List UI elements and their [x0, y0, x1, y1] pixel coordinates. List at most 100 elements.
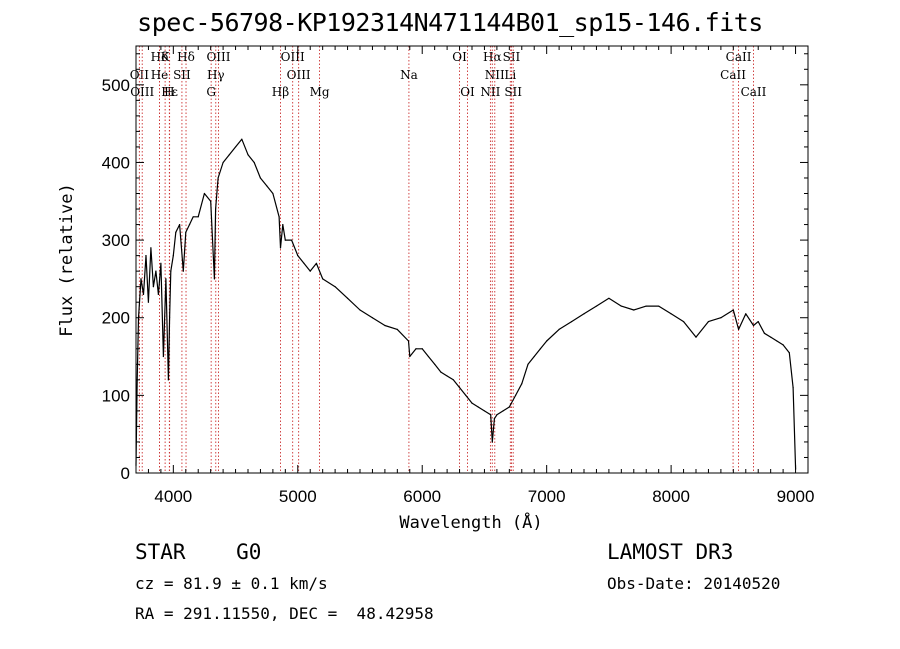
line-label-5: OI [452, 50, 467, 64]
data-point-55 [407, 340, 410, 342]
data-point-34 [247, 154, 249, 156]
data-point-5 [145, 255, 147, 257]
x-axis-label: Wavelength (Å) [399, 511, 542, 533]
line-label-13: OIII [287, 68, 311, 82]
y-tick-label-2: 200 [102, 309, 130, 328]
data-point-51 [359, 309, 361, 311]
line-label-20: H [164, 85, 174, 99]
data-point-73 [502, 410, 504, 412]
data-point-75 [514, 394, 517, 396]
data-point-39 [278, 216, 280, 218]
line-label-22: Hβ [272, 85, 289, 99]
data-point-28 [215, 208, 217, 210]
data-point-12 [162, 355, 164, 358]
data-point-41 [282, 223, 284, 226]
data-point-3 [140, 278, 142, 280]
data-point-47 [315, 262, 318, 264]
data-point-23 [192, 216, 194, 218]
line-label-15: NII [485, 68, 505, 82]
data-point-17 [172, 255, 174, 257]
data-point-49 [334, 286, 336, 288]
y-tick-label-1: 100 [102, 386, 130, 405]
data-point-81 [558, 328, 560, 330]
data-point-7 [150, 247, 152, 249]
data-point-72 [496, 414, 498, 416]
data-point-98 [752, 324, 755, 327]
data-point-63 [452, 379, 454, 381]
data-point-6 [147, 301, 150, 303]
data-point-42 [284, 239, 286, 241]
data-point-21 [185, 231, 187, 233]
data-point-86 [620, 305, 622, 307]
line-label-26: SII [504, 85, 522, 99]
line-label-21: G [206, 85, 216, 99]
data-point-36 [259, 177, 262, 179]
data-point-31 [228, 154, 230, 156]
data-point-102 [776, 340, 778, 342]
data-point-46 [309, 270, 311, 272]
line-label-23: Mg [310, 85, 330, 99]
data-point-52 [371, 317, 374, 319]
line-label-16: Li [504, 68, 516, 82]
data-point-80 [546, 340, 548, 342]
data-point-24 [197, 216, 199, 218]
data-point-87 [633, 309, 635, 311]
data-point-71 [493, 418, 495, 420]
line-label-6: Hα [483, 50, 502, 64]
redshift-value: cz = 81.9 ± 0.1 km/s [135, 574, 328, 593]
x-axis-ticks: 4000 5000 6000 7000 8000 9000 [135, 46, 814, 506]
data-point-66 [471, 402, 473, 404]
data-point-26 [210, 200, 212, 202]
data-point-43 [290, 239, 293, 241]
data-point-9 [155, 270, 157, 272]
data-point-53 [384, 324, 386, 327]
data-point-70 [491, 441, 493, 443]
x-tick-label-2: 6000 [403, 487, 441, 506]
data-point-99 [757, 321, 759, 323]
line-label-14: Na [400, 68, 418, 82]
line-label-17: CaII [720, 68, 746, 82]
data-point-105 [792, 387, 794, 389]
plot-frame [135, 45, 809, 474]
data-point-48 [322, 278, 324, 280]
data-point-45 [303, 262, 305, 264]
line-label-1: K [161, 50, 171, 64]
data-point-77 [527, 363, 529, 365]
data-point-97 [745, 313, 747, 315]
line-label-11: SII [173, 68, 191, 82]
x-tick-label-0: 4000 [154, 487, 192, 506]
object-class: STAR G0 [135, 540, 262, 564]
data-point-88 [645, 305, 647, 307]
data-point-78 [533, 355, 535, 358]
data-point-10 [157, 293, 159, 296]
y-tick-label-0: 0 [121, 464, 130, 483]
data-point-40 [279, 247, 282, 249]
data-point-15 [169, 317, 171, 319]
data-point-89 [658, 305, 660, 307]
line-label-3: OIII [206, 50, 230, 64]
spectrum-line [135, 138, 797, 470]
data-point-13 [165, 278, 167, 280]
data-point-18 [175, 231, 177, 233]
data-point-68 [483, 410, 486, 412]
data-point-101 [770, 336, 772, 338]
data-point-69 [490, 414, 492, 416]
data-point-94 [720, 317, 722, 319]
observation-date: Obs-Date: 20140520 [607, 574, 781, 593]
data-point-32 [234, 146, 237, 148]
y-axis-ticks: 0 100 200 300 400 500 [102, 53, 808, 483]
data-point-30 [222, 161, 224, 164]
data-point-103 [782, 344, 784, 346]
data-point-20 [182, 270, 184, 272]
chart-title: spec-56798-KP192314N471144B01_sp15-146.f… [137, 8, 763, 37]
data-point-29 [217, 177, 219, 179]
data-point-57 [415, 348, 417, 350]
x-tick-label-1: 5000 [279, 487, 317, 506]
data-point-37 [266, 185, 268, 187]
data-point-91 [682, 321, 685, 323]
data-point-76 [521, 383, 523, 385]
survey-name: LAMOST DR3 [607, 540, 734, 564]
data-point-92 [695, 336, 697, 338]
data-point-62 [446, 375, 448, 377]
